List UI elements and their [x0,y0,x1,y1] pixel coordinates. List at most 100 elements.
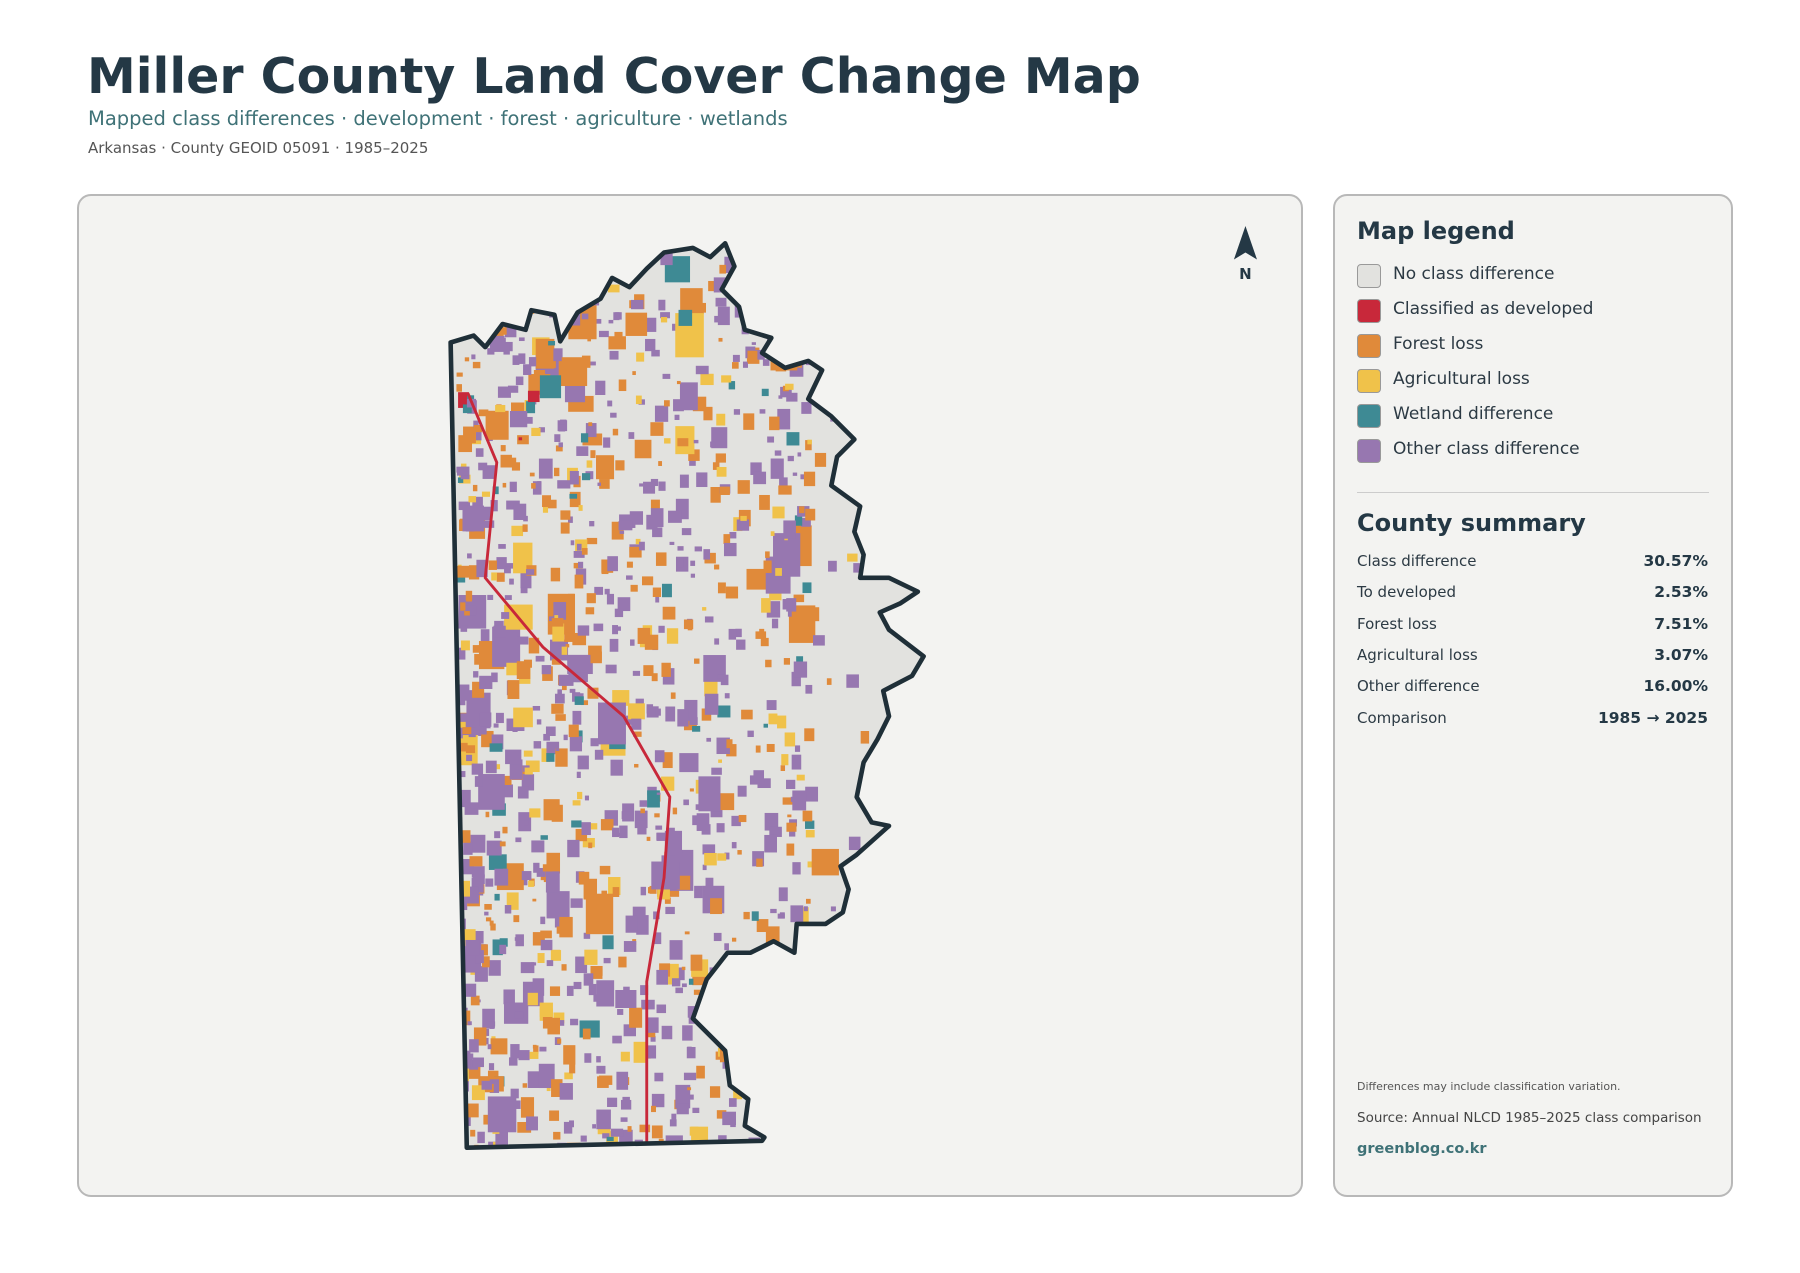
change-patch [603,437,611,448]
change-patch [620,1117,628,1122]
change-patch [458,435,473,453]
change-patch [635,538,641,545]
change-patch [601,559,614,573]
change-patch [552,275,558,280]
change-patch [555,281,561,287]
change-patch [732,362,739,369]
change-patch [557,270,578,296]
change-patch [655,708,661,716]
change-patch [506,500,520,510]
change-patch [520,587,528,594]
change-patch [618,520,633,531]
change-patch [462,404,472,414]
change-patch [713,932,722,942]
change-patch [673,399,684,412]
change-patch [726,739,733,749]
change-patch [767,436,775,443]
change-patch [681,983,687,988]
change-patch [482,520,495,528]
change-patch [563,734,568,741]
change-patch [477,1131,485,1144]
change-patch [706,737,712,742]
change-patch [515,934,524,947]
change-patch [752,958,762,967]
change-patch [513,915,520,923]
change-patch [469,1065,481,1079]
change-patch [507,680,520,699]
change-patch [786,392,798,402]
change-patch [652,587,662,597]
change-patch [651,1125,663,1139]
change-patch [575,956,588,974]
change-patch [472,876,484,893]
change-patch [467,553,472,559]
change-patch [787,455,794,462]
change-patch [777,715,787,729]
change-patch [665,706,676,722]
change-patch [702,844,716,855]
legend-swatch [1357,369,1381,393]
change-patch [503,296,514,305]
change-patch [484,911,489,916]
change-patch [791,754,802,770]
change-patch [687,1087,692,1091]
change-patch [578,259,586,270]
change-patch [470,834,486,853]
change-patch [751,342,756,345]
change-patch [476,262,481,266]
change-patch [715,453,726,463]
change-patch [483,261,492,270]
change-patch [620,1051,630,1062]
change-patch [660,312,670,319]
change-patch [502,482,507,488]
change-patch [640,886,647,896]
change-patch [572,632,587,646]
change-patch [472,361,481,369]
change-patch [504,323,517,338]
change-patch [753,770,765,783]
change-patch [558,674,574,686]
change-patch [736,639,746,650]
change-patch [628,703,645,720]
change-patch [743,911,750,920]
change-patch [537,295,544,301]
change-patch [769,1134,777,1146]
change-patch [602,469,608,476]
change-patch [523,820,529,826]
legend-swatch [1357,334,1381,358]
change-patch [506,662,519,676]
change-patch [494,764,501,770]
legend-title: Map legend [1357,217,1515,245]
change-patch [486,840,502,856]
change-patch [658,481,666,491]
change-patch [774,450,782,456]
change-patch [484,644,490,649]
change-patch [724,693,730,699]
change-patch [558,424,566,432]
change-patch [784,1125,795,1134]
change-patch [487,1096,517,1133]
change-patch [520,962,535,974]
highway [466,392,672,1144]
change-patch [462,296,476,305]
county-outline [448,240,926,1151]
change-patch [839,402,849,409]
change-patch [546,1017,553,1026]
change-patch [766,1077,772,1084]
change-patch [488,854,507,870]
change-patch [755,745,761,753]
change-patch [585,893,614,935]
change-patch [580,700,589,706]
change-patch [804,820,815,829]
change-patch [468,565,480,580]
change-patch [855,1122,869,1136]
change-patch [633,731,642,737]
change-patch [555,748,568,767]
change-patch [554,434,561,442]
change-patch [558,442,563,448]
change-patch [651,1105,656,1113]
change-patch [529,472,535,477]
change-patch [681,966,686,971]
change-patch [488,250,498,260]
change-patch [797,945,809,954]
